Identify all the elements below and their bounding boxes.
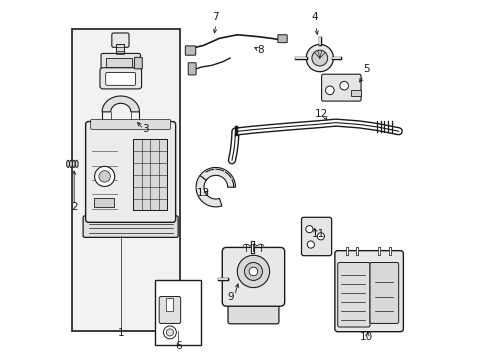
Circle shape	[317, 233, 324, 240]
Text: 3: 3	[142, 123, 149, 134]
Bar	[106, 58, 131, 67]
Bar	[166, 298, 173, 311]
Circle shape	[94, 166, 115, 186]
Circle shape	[244, 262, 262, 280]
Circle shape	[249, 267, 257, 276]
Polygon shape	[200, 167, 235, 187]
Text: 8: 8	[257, 45, 264, 55]
Ellipse shape	[75, 160, 78, 167]
FancyBboxPatch shape	[337, 262, 369, 327]
Ellipse shape	[66, 160, 69, 167]
FancyBboxPatch shape	[90, 120, 170, 130]
FancyBboxPatch shape	[101, 53, 140, 71]
Bar	[116, 44, 124, 55]
Text: 6: 6	[175, 341, 181, 351]
FancyBboxPatch shape	[134, 57, 142, 69]
FancyBboxPatch shape	[334, 251, 403, 332]
Bar	[94, 198, 113, 207]
Circle shape	[166, 329, 173, 336]
Circle shape	[325, 86, 333, 95]
Text: 5: 5	[363, 64, 369, 75]
Text: 1: 1	[117, 328, 124, 338]
FancyBboxPatch shape	[222, 247, 284, 306]
Text: 13: 13	[196, 188, 209, 198]
FancyBboxPatch shape	[159, 297, 180, 323]
Text: 2: 2	[71, 202, 77, 212]
Bar	[350, 90, 361, 96]
Text: 9: 9	[227, 292, 234, 302]
FancyBboxPatch shape	[277, 35, 286, 42]
Polygon shape	[196, 176, 222, 207]
FancyBboxPatch shape	[301, 217, 331, 256]
Text: 4: 4	[310, 12, 317, 22]
Circle shape	[99, 171, 110, 182]
FancyBboxPatch shape	[321, 74, 360, 101]
Text: 10: 10	[359, 332, 372, 342]
Text: 11: 11	[311, 229, 324, 239]
Bar	[155, 280, 201, 345]
FancyBboxPatch shape	[105, 72, 135, 85]
Circle shape	[311, 50, 327, 66]
Circle shape	[305, 44, 333, 72]
Ellipse shape	[72, 160, 75, 167]
FancyBboxPatch shape	[185, 46, 195, 55]
FancyBboxPatch shape	[227, 298, 278, 324]
Circle shape	[306, 241, 314, 248]
Text: 12: 12	[314, 109, 327, 119]
FancyBboxPatch shape	[85, 122, 175, 222]
FancyBboxPatch shape	[83, 216, 178, 237]
Circle shape	[237, 255, 269, 288]
FancyBboxPatch shape	[369, 262, 398, 323]
Text: 7: 7	[212, 12, 219, 22]
Circle shape	[163, 326, 176, 339]
Bar	[133, 139, 167, 211]
FancyBboxPatch shape	[188, 63, 196, 75]
Circle shape	[305, 226, 312, 233]
Polygon shape	[102, 96, 139, 112]
Bar	[72, 30, 180, 330]
FancyBboxPatch shape	[112, 33, 129, 47]
Ellipse shape	[69, 160, 72, 167]
Circle shape	[339, 81, 348, 90]
FancyBboxPatch shape	[100, 68, 142, 89]
